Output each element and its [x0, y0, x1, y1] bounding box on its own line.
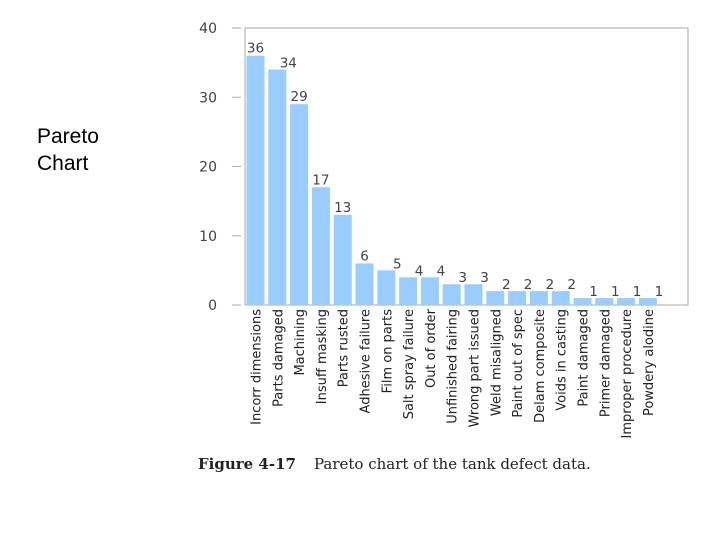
data-label: 2 [567, 277, 576, 293]
data-label: 1 [655, 284, 664, 300]
y-axis: 0 10 20 30 40 [199, 21, 241, 314]
data-label: 4 [415, 263, 424, 279]
category-label: Paint damaged [577, 309, 592, 407]
data-label: 4 [437, 263, 446, 279]
slide-title: Pareto Chart [37, 125, 99, 175]
bar [355, 263, 374, 305]
category-label: Delam composite [533, 309, 548, 423]
category-label: Parts rusted [337, 309, 352, 387]
data-label: 29 [291, 89, 308, 105]
data-label: 1 [589, 284, 598, 300]
category-label: Wrong part issued [468, 309, 483, 427]
category-label: Powdery alodine [642, 309, 657, 416]
bar [290, 104, 309, 305]
category-label: Unfinished fairing [446, 309, 461, 424]
bar [486, 291, 505, 305]
data-label: 5 [393, 256, 402, 272]
data-label: 2 [524, 277, 533, 293]
bar [638, 298, 657, 305]
category-label: Improper procedure [620, 309, 635, 438]
bar [399, 277, 418, 305]
figure-caption: Figure 4-17 Pareto chart of the tank defe… [198, 455, 591, 473]
y-tick-label: 40 [199, 21, 217, 37]
bar [464, 284, 483, 305]
bar [508, 291, 527, 305]
bar [333, 214, 352, 305]
category-label: Primer damaged [598, 309, 613, 417]
data-label: 34 [280, 56, 297, 72]
bar [551, 291, 570, 305]
bar [595, 298, 614, 305]
bar [617, 298, 636, 305]
category-label: Out of order [424, 308, 439, 388]
category-label: Film on parts [380, 309, 395, 394]
data-label: 1 [611, 284, 620, 300]
bar [246, 55, 265, 306]
data-label: 6 [360, 248, 369, 264]
plot-frame [244, 27, 689, 306]
data-label: 36 [247, 41, 264, 57]
category-labels: Incorr dimensions Parts damaged Machining I… [250, 308, 657, 438]
data-label: 2 [546, 277, 555, 293]
figure-number: Figure 4-17 [198, 455, 296, 473]
category-label: Voids in casting [555, 309, 570, 411]
category-label: Insuff masking [315, 309, 330, 404]
category-label: Adhesive failure [359, 309, 374, 413]
bar [268, 69, 287, 305]
data-label: 3 [458, 270, 467, 286]
figure-caption-text: Pareto chart of the tank defect data. [313, 455, 591, 473]
category-label: Weld misaligned [489, 309, 504, 416]
data-label: 2 [502, 277, 511, 293]
category-label: Parts damaged [271, 309, 286, 407]
category-label: Salt spray failure [402, 309, 417, 419]
y-tick-label: 30 [199, 90, 217, 106]
data-label: 17 [312, 172, 329, 188]
bars [246, 55, 657, 306]
category-label: Machining [293, 309, 308, 376]
y-tick-label: 20 [199, 160, 217, 176]
bar [442, 284, 461, 305]
category-label: Incorr dimensions [250, 309, 265, 425]
data-label: 3 [480, 270, 489, 286]
data-label: 1 [633, 284, 642, 300]
bar [529, 291, 548, 305]
data-label: 13 [334, 200, 351, 216]
bar [311, 187, 330, 305]
y-tick-label: 0 [208, 298, 217, 314]
y-tick-label: 10 [199, 229, 217, 245]
bar [573, 298, 592, 305]
category-label: Paint out of spec [511, 309, 526, 418]
bar [377, 270, 396, 305]
bar [420, 277, 439, 305]
